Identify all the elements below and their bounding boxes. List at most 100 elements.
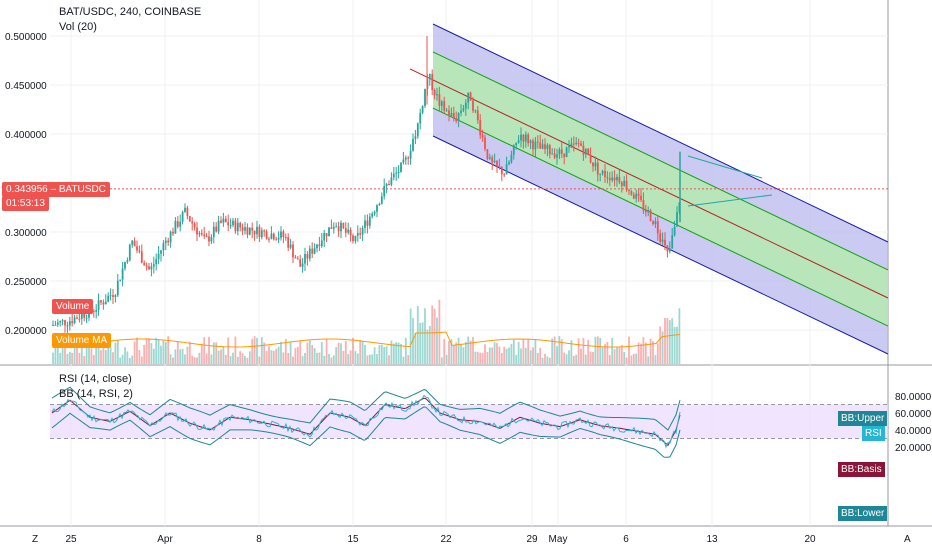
candle-body [428,74,431,80]
volume-bar [354,351,357,364]
candle-body [659,233,662,242]
candle-body [496,160,498,166]
volume-bar [176,341,179,364]
volume-bar [210,354,213,364]
volume-bar [136,337,138,364]
volume-bar [508,347,510,364]
candle-body [275,239,278,241]
volume-bar [400,343,402,364]
volume-bar [649,338,652,364]
volume-bar [337,342,340,364]
volume-bar [582,338,585,364]
candle-body [306,254,309,259]
candle-body [102,302,105,305]
volume-bar [217,350,220,364]
rsi-tick-label: 20.0000 [895,443,932,454]
volume-bar [637,342,640,364]
volume-bar [515,354,518,364]
candle-body [205,236,208,238]
candle-body [642,200,645,211]
candle-body [232,220,234,226]
candle-body [371,213,374,217]
volume-bar [251,338,254,364]
candle-body [647,210,650,213]
candle-body [448,110,450,116]
volume-bar [263,342,266,364]
volume-bar [520,348,522,364]
volume-bar [169,354,172,364]
price-label: 0.200000 [5,326,47,337]
candle-body [215,226,218,232]
volume-bar [517,341,520,364]
candle-body [316,244,318,249]
volume-bar [402,356,405,364]
candle-body [486,149,489,159]
time-label: 8 [256,534,262,545]
volume-bar [481,352,484,364]
volume-bar [205,353,208,364]
volume-bar [484,344,486,364]
volume-bar [462,347,465,364]
candle-body [546,145,549,150]
rsi-panel [50,386,888,458]
candle-body [654,221,657,224]
candle-body [656,221,659,234]
candle-body [330,227,333,229]
volume-bar [160,345,162,364]
candle-body [618,176,621,183]
volume-bar [548,357,551,364]
candle-body [397,171,400,173]
time-label: 29 [526,534,538,545]
candle-body [584,148,587,155]
candle-body [565,147,568,158]
candle-body [95,310,98,312]
volume-bar [628,336,630,364]
candle-body [510,154,513,163]
volume-bar [316,352,318,364]
candle-body [222,218,225,223]
candle-body [493,160,496,163]
volume-bar [59,352,62,364]
volume-bar [510,343,513,364]
candle-body [572,143,575,145]
candle-body [640,195,642,201]
volume-bar [145,338,148,364]
candle-body [208,236,210,242]
time-label: May [549,534,568,545]
volume-bar [577,338,580,364]
candle-body [445,110,448,112]
candle-body [193,223,196,228]
candle-body [301,263,304,267]
volume-bar [133,341,136,364]
candle-body [524,134,527,142]
candle-body [666,245,669,252]
candle-body [71,321,74,324]
candle-body [460,110,462,113]
auto-scale-button[interactable]: A [904,534,911,545]
candle-body [613,177,616,181]
volume-bar [340,343,342,364]
candle-body [601,170,604,174]
candle-body [676,212,678,227]
volume-bar [284,338,287,364]
candle-body [323,233,326,241]
volume-bar [464,341,467,364]
candle-body [402,159,405,163]
volume-bar [565,354,568,364]
volume-bar [416,306,419,364]
candle-body [352,235,354,242]
volume-bar [661,331,664,364]
candle-body [169,231,172,243]
time-label: 6 [623,534,629,545]
volume-bar [138,350,141,364]
volume-bar [440,357,443,364]
channel-inner-line [432,51,889,271]
volume-bar [623,352,626,364]
candle-body [594,162,597,167]
candle-body [455,118,458,122]
time-label: 22 [440,534,452,545]
candle-body [246,227,249,235]
candle-body [349,229,352,236]
zoom-button[interactable]: Z [32,534,39,545]
